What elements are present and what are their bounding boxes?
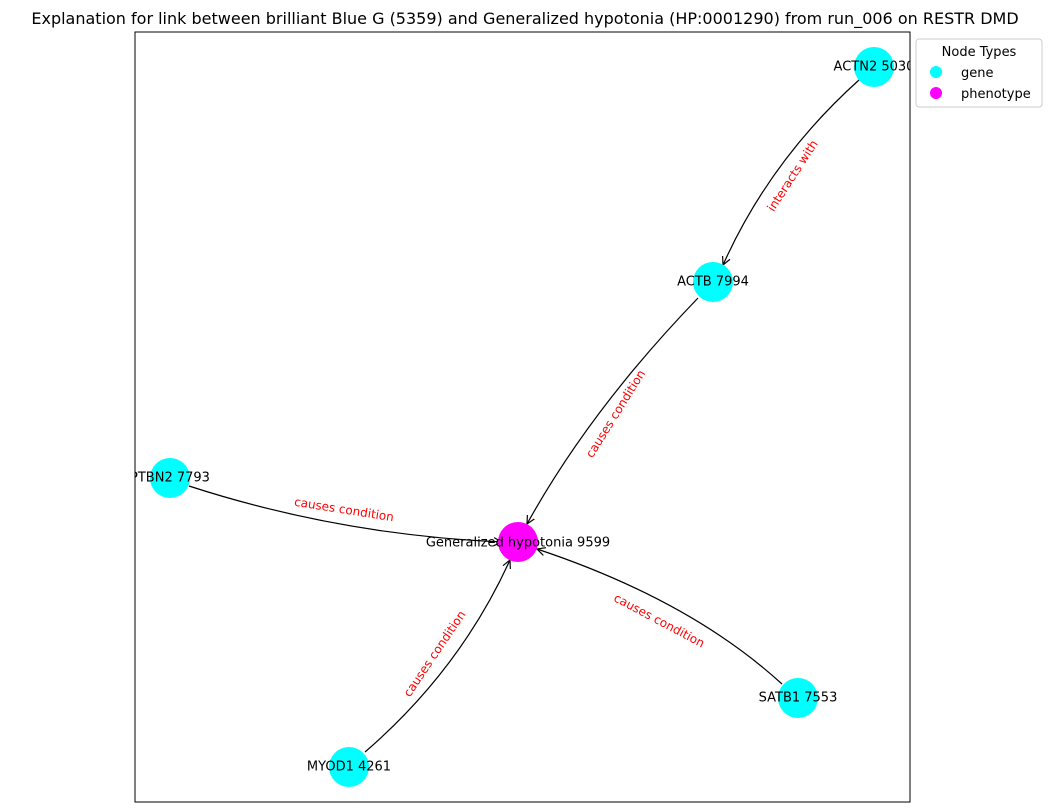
edge-label-ptbn2-hypotonia: causes condition — [293, 495, 395, 525]
legend: Node Types gene phenotype — [915, 38, 1043, 108]
plot-frame — [134, 31, 911, 803]
node-ptbn2 — [150, 458, 190, 498]
node-label-actn2: ACTN2 5030 — [834, 60, 915, 75]
legend-marker-phenotype — [930, 87, 942, 99]
node-label-actb: ACTB 7994 — [677, 275, 749, 290]
edge-satb1-hypotonia — [537, 549, 783, 685]
edge-label-myod1-hypotonia: causes condition — [401, 608, 469, 699]
node-label-hypotonia: Generalized hypotonia 9599 — [426, 536, 610, 551]
legend-box — [915, 38, 1043, 108]
edge-myod1-hypotonia — [364, 560, 510, 753]
node-actb — [693, 262, 733, 302]
diagram-title: Explanation for link between brilliant B… — [31, 9, 1019, 28]
legend-label-gene: gene — [961, 66, 994, 81]
legend-title: Node Types — [942, 45, 1017, 60]
edge-label-actb-hypotonia: causes condition — [583, 367, 648, 460]
legend-label-phenotype: phenotype — [961, 87, 1031, 102]
edge-label-actn2-actb: interacts with — [764, 137, 820, 214]
node-label-satb1: SATB1 7553 — [759, 691, 838, 706]
edge-actb-hypotonia — [527, 297, 699, 524]
node-hypotonia — [498, 522, 538, 562]
node-satb1 — [778, 678, 818, 718]
legend-marker-gene — [930, 66, 942, 78]
node-label-myod1: MYOD1 4261 — [307, 760, 391, 775]
node-actn2 — [854, 47, 894, 87]
node-label-ptbn2: PTBN2 7793 — [130, 471, 210, 486]
edge-actn2-actb — [723, 79, 860, 265]
node-myod1 — [329, 747, 369, 787]
edge-ptbn2-hypotonia — [188, 485, 502, 542]
